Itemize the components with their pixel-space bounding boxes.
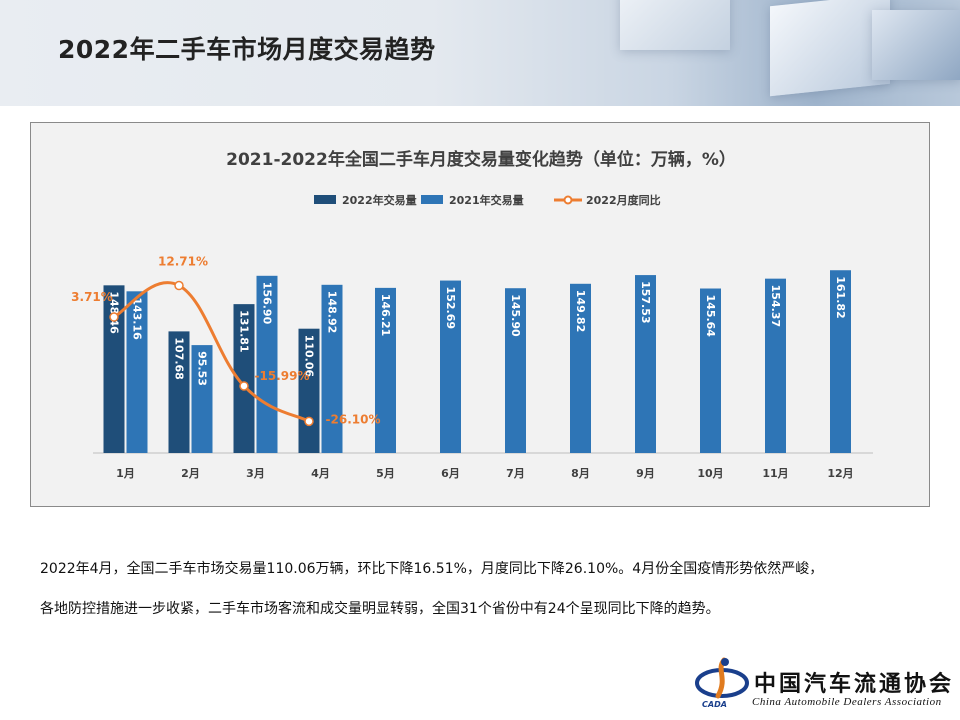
logo-name-en: China Automobile Dealers Association	[752, 696, 942, 708]
bar-2021-label: 148.92	[326, 291, 339, 333]
bar-2021	[191, 345, 213, 453]
logo-name-cn: 中国汽车流通协会	[754, 671, 955, 697]
decor-cube	[872, 10, 960, 80]
x-tick-label: 5月	[376, 467, 395, 480]
yoy-point	[304, 416, 314, 427]
legend-label: 2022月度同比	[586, 193, 661, 207]
bar-2021-label: 156.90	[261, 282, 274, 325]
description-line-2: 各地防控措施进一步收紧，二手车市场客流和成交量明显转弱，全国31个省份中有24个…	[40, 601, 720, 617]
legend-label: 2022年交易量	[342, 193, 417, 207]
legend-label: 2021年交易量	[449, 193, 524, 207]
bar-2021	[126, 291, 148, 453]
x-tick-label: 2月	[181, 467, 200, 480]
bar-2022	[298, 328, 320, 453]
yoy-label: 3.71%	[71, 290, 113, 304]
x-tick-label: 7月	[506, 467, 525, 480]
cada-logo: CADA 中国汽车流通协会 China Automobile Dealers A…	[692, 652, 954, 714]
bar-2021	[505, 288, 526, 453]
bar-2021-label: 146.21	[379, 294, 392, 336]
chart-panel: 2021-2022年全国二手车月度交易量变化趋势（单位：万辆，%） 2022年交易…	[30, 122, 930, 507]
x-tick-label: 10月	[697, 467, 723, 480]
legend-swatch	[421, 195, 443, 204]
x-tick-label: 12月	[827, 467, 853, 480]
bar-2021-label: 161.82	[834, 276, 847, 318]
yoy-point	[174, 280, 184, 291]
legend-marker	[563, 195, 573, 205]
bar-2022-label: 110.06	[303, 335, 316, 378]
bar-2021-label: 145.64	[704, 295, 717, 338]
logo-abbreviation: CADA	[702, 700, 727, 709]
x-tick-label: 3月	[246, 467, 265, 480]
bar-2021	[765, 278, 786, 453]
bar-2022-label: 131.81	[238, 310, 251, 352]
bar-2021	[570, 283, 591, 453]
legend-swatch	[314, 195, 336, 204]
bar-2021	[635, 275, 656, 453]
chart-title: 2021-2022年全国二手车月度交易量变化趋势（单位：万辆，%）	[226, 149, 736, 170]
bar-2021-label: 145.90	[509, 294, 522, 337]
bar-2021-label: 95.53	[196, 351, 209, 386]
yoy-point	[109, 312, 119, 322]
x-tick-label: 9月	[636, 467, 655, 480]
bar-2021-label: 143.16	[131, 297, 144, 340]
x-tick-label: 11月	[762, 467, 788, 480]
yoy-line	[113, 281, 310, 423]
bar-2022	[233, 304, 255, 453]
bar-2021-label: 152.69	[444, 287, 457, 329]
decor-cube	[620, 0, 730, 50]
x-tick-label: 1月	[116, 467, 135, 480]
bar-2021	[700, 288, 721, 453]
yoy-point	[239, 381, 249, 391]
x-tick-label: 8月	[571, 467, 590, 480]
bar-2022	[103, 285, 125, 453]
bar-2021-label: 154.37	[769, 285, 782, 327]
trend-chart: 2021-2022年全国二手车月度交易量变化趋势（单位：万辆，%） 2022年交易…	[71, 149, 873, 480]
cada-emblem-icon	[695, 657, 749, 699]
bar-2022-label: 107.68	[173, 337, 186, 379]
yoy-label: 12.71%	[158, 255, 208, 269]
bar-2021	[440, 280, 461, 453]
bar-2021-label: 149.82	[574, 290, 587, 332]
description-line-1: 2022年4月，全国二手车市场交易量110.06万辆，环比下降16.51%，月度…	[40, 561, 824, 577]
page-title: 2022年二手车市场月度交易趋势	[58, 35, 436, 64]
yoy-label: -26.10%	[326, 412, 381, 426]
x-tick-label: 6月	[441, 467, 460, 480]
bar-2021	[375, 287, 396, 453]
yoy-label: -15.99%	[255, 369, 310, 383]
x-tick-label: 4月	[311, 467, 330, 480]
bar-2022	[168, 331, 190, 453]
bar-2021	[830, 270, 851, 453]
bar-2021	[321, 284, 343, 453]
bar-2021-label: 157.53	[639, 281, 652, 323]
header-banner: 2022年二手车市场月度交易趋势	[0, 0, 960, 106]
